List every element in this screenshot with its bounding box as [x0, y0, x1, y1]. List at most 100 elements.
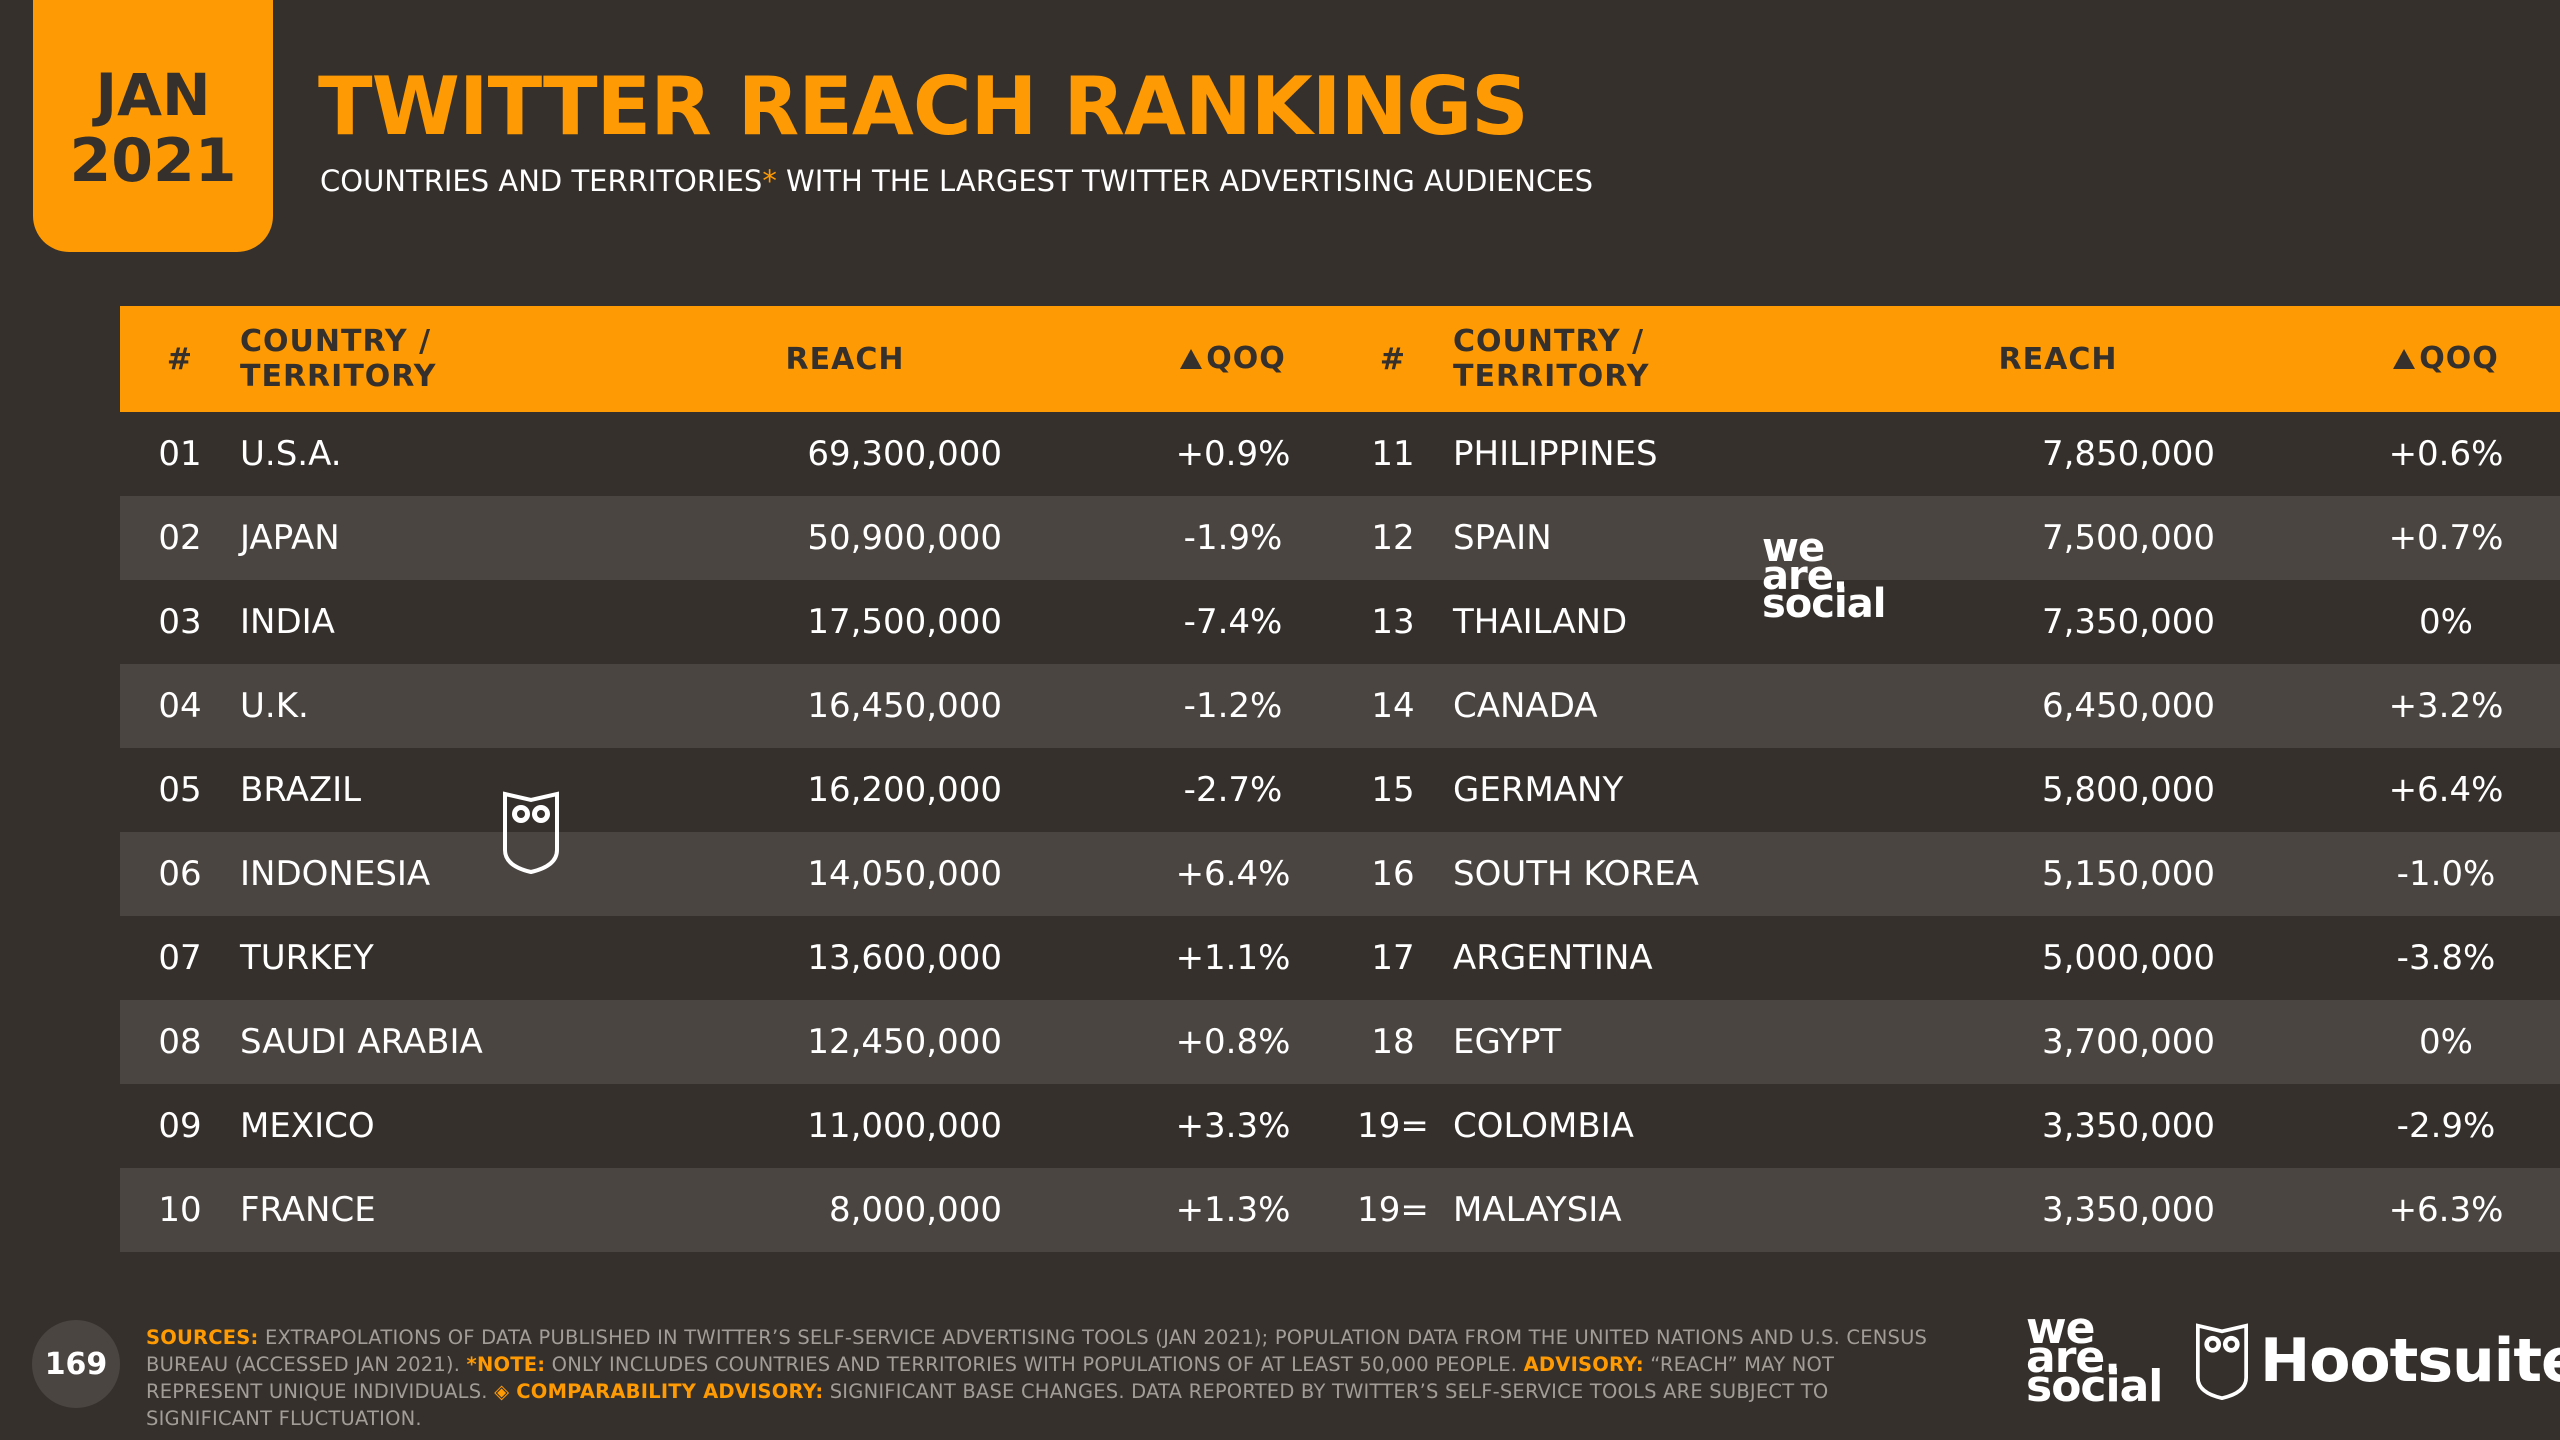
cell-reach: 13,600,000 — [807, 938, 1002, 978]
cell-country: EGYPT — [1453, 1000, 1803, 1084]
table-row: 19= COLOMBIA 3,350,000 -2.9% — [1333, 1084, 2560, 1168]
cell-qoq: -7.4% — [1183, 602, 1283, 642]
cell-country: SOUTH KOREA — [1453, 832, 1803, 916]
watermark-line2: are. — [1762, 553, 1848, 599]
cell-rank: 11 — [1371, 434, 1415, 474]
cell-reach: 6,450,000 — [1803, 664, 2223, 748]
cell-reach: 12,450,000 — [590, 1000, 1010, 1084]
table-row: 05 BRAZIL 16,200,000 -2.7% — [120, 748, 1386, 832]
cell-qoq: +1.1% — [1175, 938, 1291, 978]
cell-reach: 3,700,000 — [1803, 1000, 2223, 1084]
footnote: SOURCES: EXTRAPOLATIONS OF DATA PUBLISHE… — [146, 1324, 1946, 1432]
cell-country: SPAIN — [1453, 496, 1803, 580]
page-subtitle: COUNTRIES AND TERRITORIES* WITH THE LARG… — [320, 164, 1593, 198]
cell-reach: 17,500,000 — [807, 602, 1002, 642]
cell-qoq: +0.6% — [2388, 434, 2504, 474]
table-header-row: # COUNTRY / TERRITORY REACH QOQ — [120, 306, 1386, 412]
table-row: 11 PHILIPPINES 7,850,000 +0.6% — [1333, 412, 2560, 496]
cell-reach: 69,300,000 — [807, 434, 1002, 474]
table-row: 18 EGYPT 3,700,000 0% — [1333, 1000, 2560, 1084]
cell-country: GERMANY — [1453, 770, 1624, 810]
table-row: 09 MEXICO 11,000,000 +3.3% — [120, 1084, 1386, 1168]
sources-label: SOURCES: — [146, 1326, 259, 1349]
header-qoq-label: QOQ — [2419, 341, 2499, 377]
cell-rank: 08 — [120, 1000, 240, 1084]
cell-reach: 5,000,000 — [2041, 938, 2215, 978]
cell-rank: 17 — [1371, 938, 1415, 978]
cell-qoq: +3.3% — [1175, 1106, 1291, 1146]
table-row: 12 SPAIN 7,500,000 +0.7% — [1333, 496, 2560, 580]
cell-country: BRAZIL — [240, 770, 362, 810]
cell-country: MALAYSIA — [1453, 1168, 1803, 1252]
table-row: 14 CANADA 6,450,000 +3.2% — [1333, 664, 2560, 748]
header-country: COUNTRY / TERRITORY — [240, 306, 590, 412]
cell-country: INDIA — [240, 602, 335, 642]
table-row: 19= MALAYSIA 3,350,000 +6.3% — [1333, 1168, 2560, 1252]
hootsuite-logo: Hootsuite® — [2194, 1322, 2560, 1400]
table-row: 04 U.K. 16,450,000 -1.2% — [120, 664, 1386, 748]
cell-rank: 04 — [120, 664, 240, 748]
cell-rank: 13 — [1371, 602, 1415, 642]
cell-country: MEXICO — [240, 1106, 375, 1146]
cell-rank: 16 — [1333, 832, 1453, 916]
cell-qoq: +6.4% — [2388, 770, 2504, 810]
table-row: 07 TURKEY 13,600,000 +1.1% — [120, 916, 1386, 1000]
cell-qoq: +6.4% — [1010, 832, 1386, 916]
cell-reach: 3,350,000 — [2041, 1106, 2215, 1146]
watermark-line1: we — [1762, 525, 1825, 571]
cell-country: PHILIPPINES — [1453, 434, 1658, 474]
cell-country: U.S.A. — [240, 434, 342, 474]
header-qoq-label: QOQ — [1206, 341, 1286, 377]
cell-country: INDONESIA — [240, 832, 590, 916]
we-are-social-logo: we are. social — [2026, 1307, 2163, 1412]
table-row: 15 GERMANY 5,800,000 +6.4% — [1333, 748, 2560, 832]
cell-qoq: -2.7% — [1183, 770, 1283, 810]
cell-reach: 7,500,000 — [1803, 496, 2223, 580]
cell-rank: 15 — [1371, 770, 1415, 810]
table-header-row: # COUNTRY / TERRITORY REACH QOQ — [1333, 306, 2560, 412]
table-row: 16 SOUTH KOREA 5,150,000 -1.0% — [1333, 832, 2560, 916]
date-badge: JAN 2021 — [33, 0, 273, 252]
badge-year: 2021 — [69, 125, 237, 196]
cell-qoq: +6.3% — [2223, 1168, 2560, 1252]
table-row: 13 THAILAND 7,350,000 0% — [1333, 580, 2560, 664]
table-row: 10 FRANCE 8,000,000 +1.3% — [120, 1168, 1386, 1252]
cell-qoq: +1.3% — [1010, 1168, 1386, 1252]
advisory-text: “REACH” MAY NOT REPRESENT UNIQUE INDIVID… — [146, 1353, 1835, 1403]
hootsuite-owl-watermark-icon — [503, 791, 559, 874]
delta-triangle-icon — [1180, 348, 1203, 369]
page-title: TWITTER REACH RANKINGS — [318, 60, 1529, 153]
cell-country: U.K. — [240, 664, 590, 748]
table-row: 06 INDONESIA 14,050,000 +6.4% — [120, 832, 1386, 916]
we-are-social-watermark: we are. social — [1762, 525, 1886, 624]
cell-country: JAPAN — [240, 496, 590, 580]
cell-country: SAUDI ARABIA — [240, 1000, 590, 1084]
cell-rank: 07 — [158, 938, 202, 978]
cell-country: ARGENTINA — [1453, 938, 1653, 978]
cell-qoq: 0% — [2419, 602, 2473, 642]
cell-reach: 11,000,000 — [807, 1106, 1002, 1146]
note-text: ONLY INCLUDES COUNTRIES AND TERRITORIES … — [545, 1353, 1524, 1376]
cell-reach: 5,800,000 — [2041, 770, 2215, 810]
comparability-text: SIGNIFICANT BASE CHANGES. DATA REPORTED … — [146, 1380, 1829, 1430]
logo-line3: social — [2026, 1361, 2163, 1412]
cell-country: FRANCE — [240, 1168, 590, 1252]
header-country: COUNTRY / TERRITORY — [1453, 306, 1803, 412]
hootsuite-owl-icon — [2196, 1323, 2248, 1400]
cell-reach: 14,050,000 — [590, 832, 1010, 916]
cell-rank: 14 — [1333, 664, 1453, 748]
cell-reach: 16,200,000 — [807, 770, 1002, 810]
cell-reach: 16,450,000 — [590, 664, 1010, 748]
cell-rank: 06 — [120, 832, 240, 916]
cell-rank: 05 — [158, 770, 202, 810]
header-reach: REACH — [1803, 306, 2223, 412]
delta-triangle-icon — [2393, 348, 2416, 369]
badge-month: JAN — [95, 60, 211, 129]
cell-country: CANADA — [1453, 664, 1803, 748]
cell-qoq: 0% — [2223, 1000, 2560, 1084]
subtitle-text: COUNTRIES AND TERRITORIES — [320, 164, 763, 198]
cell-reach: 7,850,000 — [2041, 434, 2215, 474]
hootsuite-wordmark: Hootsuite® — [2260, 1326, 2560, 1396]
cell-country: TURKEY — [240, 938, 374, 978]
table-row: 17 ARGENTINA 5,000,000 -3.8% — [1333, 916, 2560, 1000]
